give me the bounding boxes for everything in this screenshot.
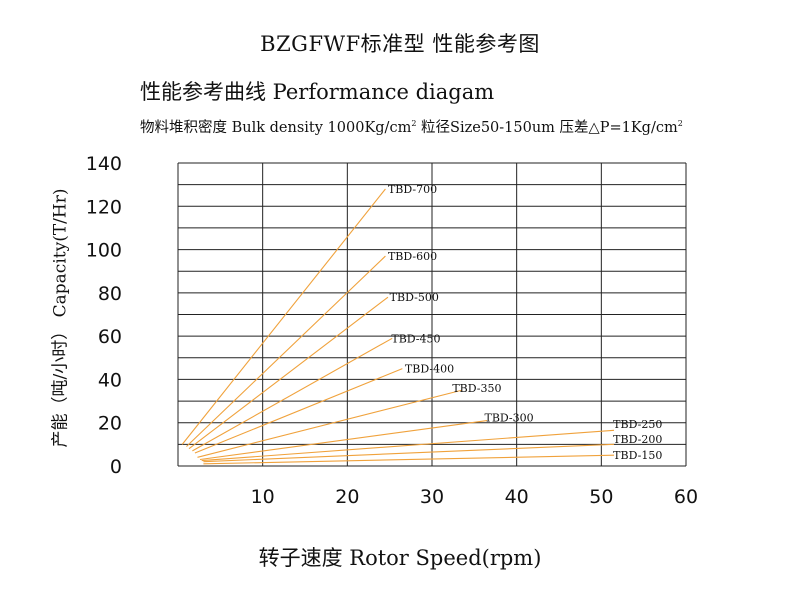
y-tick-label: 20 [98,413,122,435]
chart-series [181,188,615,465]
x-tick-label: 50 [589,486,613,508]
series-label-tbd-350: TBD-350 [452,382,501,395]
series-labels: TBD-700 TBD-600 TBD-500 TBD-450 TBD-400 TBD-3… [388,183,662,462]
spec-superscript-1: 2 [411,119,417,129]
series-line-tbd-150 [203,454,615,465]
x-tick-label: 60 [674,486,698,508]
x-tick-label: 10 [251,486,275,508]
series-label-tbd-500: TBD-500 [390,291,439,304]
y-tick-label: 120 [86,196,122,218]
chart-subtitle: 性能参考曲线 Performance diagam [140,80,495,104]
y-tick-label: 80 [98,283,122,305]
x-tick-label: 40 [505,486,529,508]
y-tick-label: 100 [86,240,122,262]
material-spec: 物料堆积密度 Bulk density 1000Kg/cm2 粒径Size50-… [140,116,683,137]
spec-superscript-2: 2 [677,119,683,129]
series-line-tbd-450 [192,337,393,452]
series-label-tbd-700: TBD-700 [388,183,437,196]
spec-middle: 粒径Size50-150um 压差△P=1Kg/cm [416,120,678,136]
series-line-tbd-400 [194,368,403,454]
y-tick-label: 140 [86,153,122,175]
series-label-tbd-300: TBD-300 [484,411,533,424]
series-label-tbd-400: TBD-400 [405,363,454,376]
x-tick-labels: 10 20 30 40 50 60 [251,486,699,508]
series-line-tbd-200 [203,443,615,463]
series-label-tbd-150: TBD-150 [613,449,662,462]
series-label-tbd-600: TBD-600 [388,250,437,263]
y-tick-label: 40 [98,369,122,391]
series-line-tbd-350 [197,389,462,458]
series-line-tbd-700 [181,188,386,445]
spec-prefix: 物料堆积密度 Bulk density 1000Kg/cm [140,120,412,136]
series-line-tbd-500 [188,296,389,450]
series-line-tbd-250 [201,429,615,462]
series-label-tbd-450: TBD-450 [391,332,440,345]
y-tick-labels: 0 20 40 60 80 100 120 140 [86,153,122,478]
series-label-tbd-200: TBD-200 [613,433,662,446]
series-line-tbd-300 [199,420,488,461]
y-tick-label: 0 [110,456,122,478]
series-label-tbd-250: TBD-250 [613,418,662,431]
x-axis-label: 转子速度 Rotor Speed(rpm) [258,546,542,570]
page-title: BZGFWF标准型 性能参考图 [260,32,540,56]
y-tick-label: 60 [98,326,122,348]
chart-grid [177,162,687,467]
x-tick-label: 30 [420,486,444,508]
series-line-tbd-600 [186,255,386,447]
x-tick-label: 20 [335,486,359,508]
